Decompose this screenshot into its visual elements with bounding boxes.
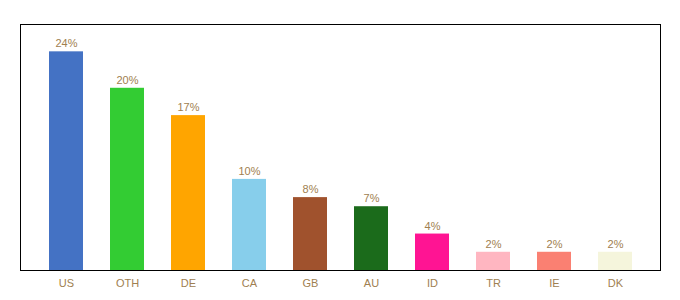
svg-text:2%: 2% [547, 238, 563, 250]
svg-text:CA: CA [242, 277, 258, 289]
svg-text:24%: 24% [55, 37, 77, 49]
svg-text:17%: 17% [177, 101, 199, 113]
svg-text:AU: AU [364, 277, 379, 289]
svg-text:GB: GB [303, 277, 319, 289]
svg-text:4%: 4% [425, 220, 441, 232]
svg-text:IE: IE [549, 277, 559, 289]
svg-text:TR: TR [486, 277, 501, 289]
svg-text:US: US [59, 277, 74, 289]
svg-text:20%: 20% [116, 74, 138, 86]
svg-text:OTH: OTH [116, 277, 139, 289]
svg-text:DE: DE [181, 277, 196, 289]
svg-text:2%: 2% [486, 238, 502, 250]
svg-text:ID: ID [427, 277, 438, 289]
svg-text:7%: 7% [364, 192, 380, 204]
svg-text:2%: 2% [608, 238, 624, 250]
svg-text:8%: 8% [303, 183, 319, 195]
svg-text:10%: 10% [238, 165, 260, 177]
svg-text:DK: DK [608, 277, 624, 289]
